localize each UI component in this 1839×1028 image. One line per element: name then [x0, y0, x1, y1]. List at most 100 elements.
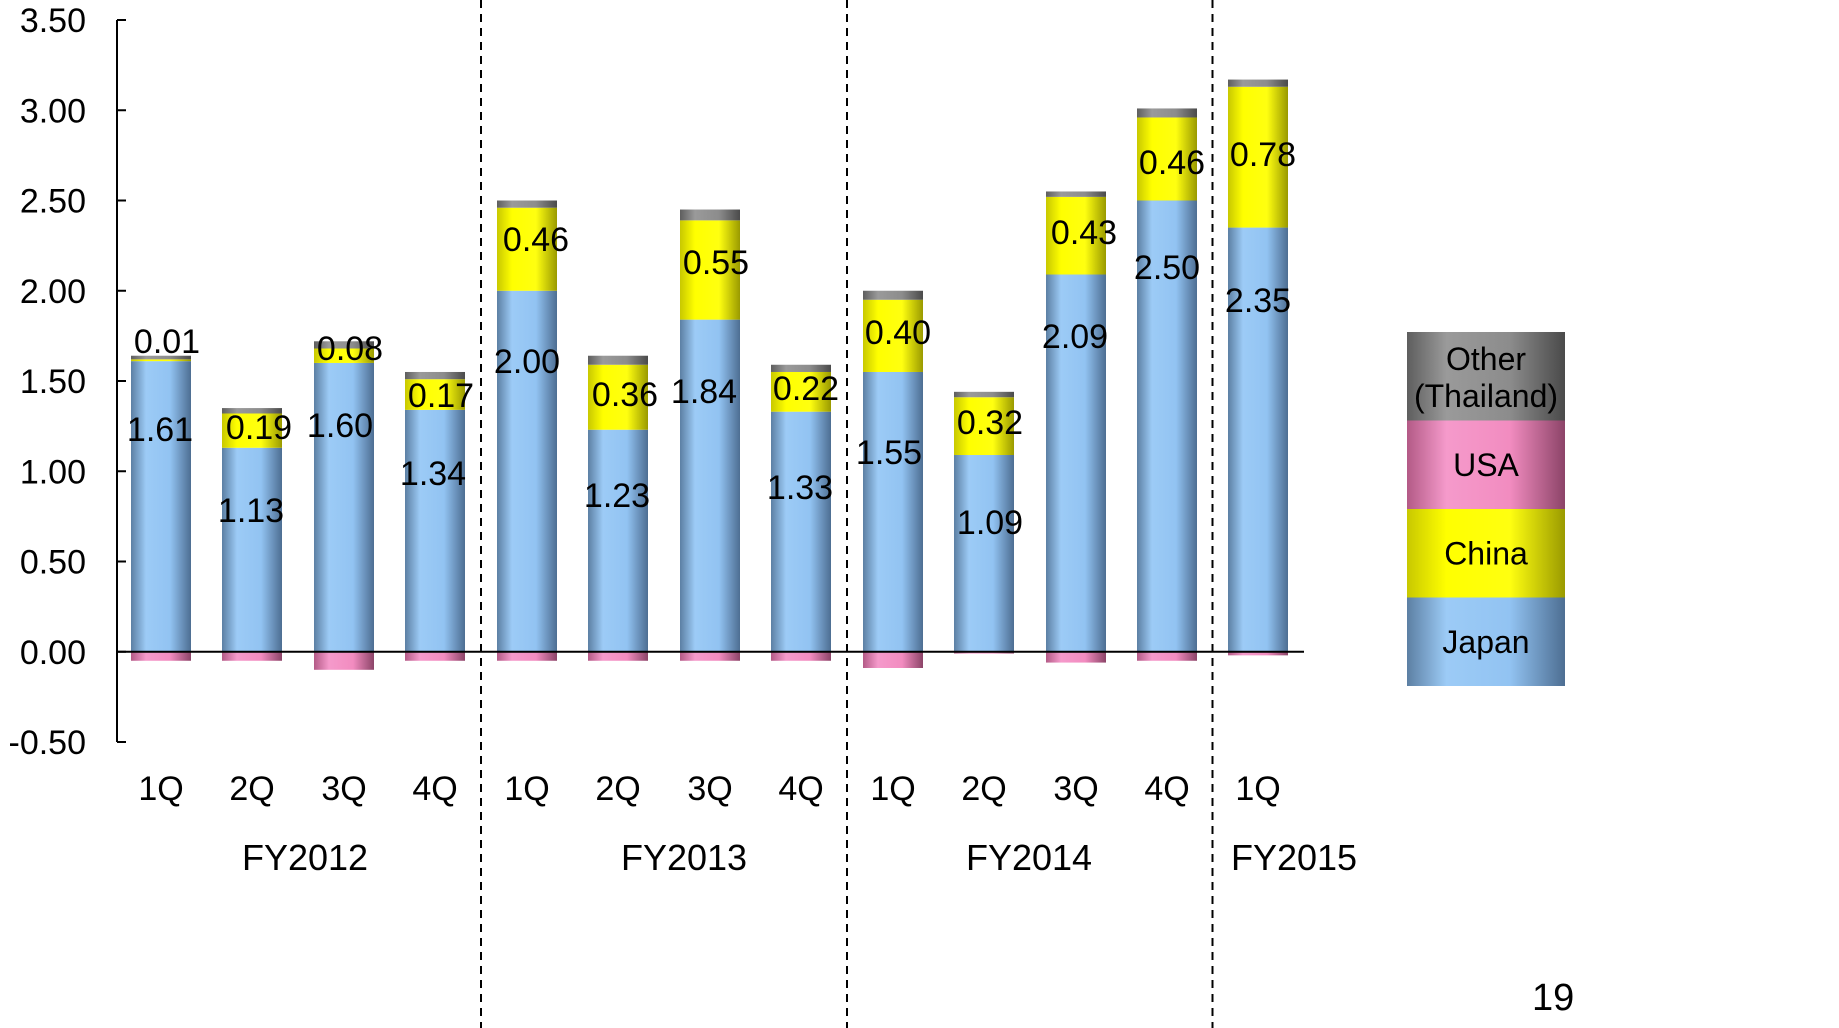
data-label-china: 0.22: [773, 370, 839, 408]
y-tick-label: 3.50: [20, 2, 86, 40]
data-label-china: 0.32: [957, 404, 1023, 442]
bar-china: [314, 348, 374, 363]
bar-usa: [771, 651, 831, 661]
data-label-china: 0.55: [683, 244, 749, 282]
bar-usa: [863, 651, 923, 668]
bar-china: [588, 364, 648, 430]
data-label-china: 0.46: [503, 221, 569, 259]
x-tick-label: 3Q: [321, 770, 366, 808]
fiscal-year-label: FY2013: [621, 837, 747, 878]
bar-japan: [771, 411, 831, 652]
data-label-japan: 1.60: [307, 407, 373, 445]
fiscal-year-label: FY2014: [966, 837, 1092, 878]
bar-china: [497, 207, 557, 291]
data-label-china: 0.19: [226, 409, 292, 447]
legend-swatch-usa: [1407, 420, 1565, 509]
bar-japan: [1137, 200, 1197, 652]
legend-label-other-sub: (Thailand): [1414, 378, 1558, 414]
bar-other: [131, 355, 191, 360]
y-tick-label: 2.00: [20, 273, 86, 311]
bar-china: [222, 413, 282, 448]
bar-japan: [222, 447, 282, 652]
bar-china: [1046, 196, 1106, 275]
data-label-china: 0.36: [592, 376, 658, 414]
page-number: 19: [1532, 977, 1574, 1019]
legend-label-other: Other: [1446, 341, 1526, 377]
data-label-china: 0.78: [1230, 136, 1296, 174]
bar-other: [1228, 79, 1288, 87]
x-tick-label: 2Q: [595, 770, 640, 808]
bar-usa: [131, 651, 191, 661]
bar-japan: [954, 455, 1014, 652]
legend: Other(Thailand) USA China Japan: [1407, 332, 1565, 686]
bar-japan: [1046, 274, 1106, 652]
bar-other: [497, 200, 557, 208]
bar-japan: [405, 409, 465, 652]
legend-swatch-japan: [1407, 597, 1565, 686]
fiscal-year-label: FY2012: [242, 837, 368, 878]
legend-swatch-china: [1407, 509, 1565, 598]
y-tick-label: 1.50: [20, 363, 86, 401]
data-label-japan: 1.84: [671, 373, 737, 411]
bar-china: [1228, 86, 1288, 228]
y-tick-label: 3.00: [20, 92, 86, 130]
data-label-japan: 1.09: [957, 504, 1023, 542]
bar-other: [314, 341, 374, 349]
x-tick-label: 2Q: [229, 770, 274, 808]
y-tick-label: 2.50: [20, 183, 86, 221]
bar-usa: [497, 651, 557, 661]
data-label-japan: 1.33: [767, 469, 833, 507]
bar-china: [771, 371, 831, 412]
y-tick-label: 0.00: [20, 634, 86, 672]
data-label-japan: 1.23: [584, 477, 650, 515]
bar-other: [680, 209, 740, 221]
data-label-japan: 1.13: [218, 492, 284, 530]
bar-other: [863, 290, 923, 300]
data-label-japan: 2.09: [1042, 318, 1108, 356]
bars: [131, 79, 1288, 670]
x-tick-label: 1Q: [870, 770, 915, 808]
legend-swatch-other: [1407, 332, 1565, 421]
y-tick-label: 0.50: [20, 544, 86, 582]
bar-usa: [1046, 651, 1106, 663]
data-label-china: 0.17: [408, 377, 474, 415]
bar-usa: [314, 651, 374, 670]
data-label-china: 0.43: [1051, 214, 1117, 252]
bar-usa: [588, 651, 648, 661]
fiscal-year-label: FY2015: [1231, 837, 1357, 878]
y-tick-label: -0.50: [9, 724, 87, 762]
legend-label-japan: Japan: [1442, 624, 1529, 660]
data-label-china: 0.46: [1139, 144, 1205, 182]
bar-japan: [680, 319, 740, 652]
bar-other: [771, 364, 831, 372]
data-label-china: 0.40: [865, 314, 931, 352]
x-tick-label: 1Q: [138, 770, 183, 808]
x-tick-label: 1Q: [504, 770, 549, 808]
x-tick-label: 1Q: [1235, 770, 1280, 808]
bar-japan: [863, 371, 923, 652]
data-labels: 1.61 0.01 1.13 0.19 1.60 0.08 1.34 0.17 2.00 0.46…: [127, 136, 1296, 542]
x-tick-label: 3Q: [1053, 770, 1098, 808]
bar-usa: [680, 651, 740, 661]
bar-japan: [314, 362, 374, 652]
x-tick-label: 4Q: [778, 770, 823, 808]
bar-usa: [222, 651, 282, 661]
bar-usa: [1137, 651, 1197, 661]
bar-japan: [1228, 227, 1288, 652]
bar-japan: [131, 361, 191, 652]
data-label-japan: 1.61: [127, 411, 193, 449]
bar-other: [588, 355, 648, 365]
bar-other: [954, 391, 1014, 398]
bar-other: [222, 408, 282, 414]
y-tick-label: 1.00: [20, 453, 86, 491]
bar-japan: [497, 290, 557, 652]
bar-other: [1137, 108, 1197, 118]
data-label-japan: 2.50: [1134, 249, 1200, 287]
bar-china: [954, 397, 1014, 456]
data-label-china: 0.01: [134, 323, 200, 361]
bar-china: [863, 299, 923, 372]
data-label-japan: 1.34: [400, 455, 466, 493]
bar-china: [1137, 117, 1197, 201]
fiscal-year-separators: [480, 0, 1214, 1028]
